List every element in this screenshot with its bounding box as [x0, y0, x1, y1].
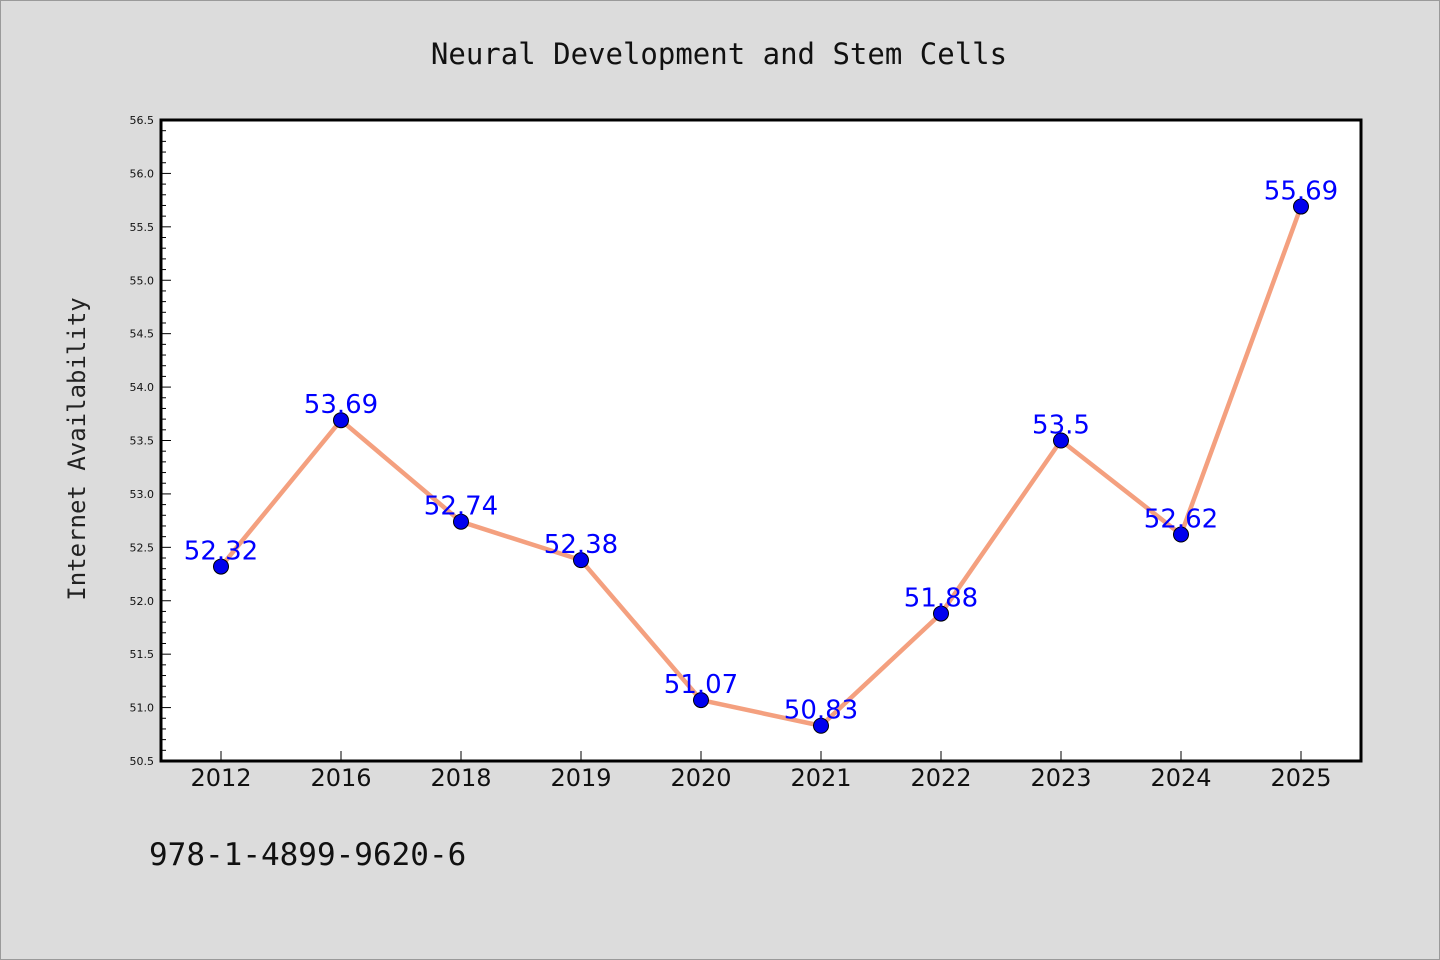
data-label: 52.32 [184, 537, 258, 567]
x-tick-label: 2019 [550, 764, 611, 792]
data-label: 51.88 [904, 584, 978, 614]
y-tick-label: 54.5 [130, 328, 155, 341]
y-tick-label: 53.0 [130, 488, 155, 501]
x-tick-label: 2024 [1150, 764, 1211, 792]
y-tick-label: 55.5 [130, 221, 155, 234]
y-tick-label: 50.5 [130, 755, 155, 768]
x-tick-label: 2012 [190, 764, 251, 792]
data-labels: 52.32 53.69 52.74 52.38 51.07 50.83 51.88 53.5 5… [184, 177, 1338, 726]
y-axis-label: Internet Availability [63, 297, 91, 600]
data-label: 52.38 [544, 530, 618, 560]
plot-frame [159, 118, 1363, 763]
data-markers [213, 198, 1309, 734]
y-tick-label: 51.5 [130, 648, 155, 661]
y-tick-label: 52.5 [130, 541, 155, 554]
y-tick-label: 52.0 [130, 595, 155, 608]
data-point [693, 692, 709, 709]
isbn-footer: 978-1-4899-9620-6 [149, 837, 466, 873]
data-label: 53.5 [1032, 411, 1090, 441]
y-tick-label: 56.5 [130, 114, 155, 127]
data-label: 52.62 [1144, 505, 1218, 535]
data-label: 52.74 [424, 492, 498, 522]
data-point [573, 552, 589, 569]
y-tick-label: 51.0 [130, 702, 155, 715]
x-tick-label: 2023 [1030, 764, 1091, 792]
x-axis-ticks: 2012 2016 2018 2019 2020 2021 2022 2023 2024 2025 [190, 751, 1332, 792]
x-tick-label: 2020 [670, 764, 731, 792]
data-point [453, 513, 469, 530]
data-point [333, 412, 349, 429]
y-tick-label: 53.5 [130, 435, 155, 448]
chart-title: Neural Development and Stem Cells [431, 37, 1007, 71]
y-tick-label: 56.0 [130, 167, 155, 180]
x-tick-label: 2022 [910, 764, 971, 792]
y-tick-label: 54.0 [130, 381, 155, 394]
data-label: 55.69 [1264, 177, 1338, 207]
y-axis-ticks: 50.5 51.0 51.5 52.0 52.5 53.0 53.5 54.0 54.5 55.0… [130, 114, 171, 768]
data-label: 50.83 [784, 696, 858, 726]
data-label: 53.69 [304, 390, 378, 420]
x-tick-label: 2021 [790, 764, 851, 792]
plot-area [161, 120, 1361, 761]
x-tick-label: 2025 [1270, 764, 1331, 792]
series-line [218, 204, 1304, 728]
data-point [1293, 198, 1309, 215]
data-label: 51.07 [664, 670, 738, 700]
x-tick-label: 2018 [430, 764, 491, 792]
data-point [1173, 526, 1189, 543]
y-tick-label: 55.0 [130, 274, 155, 287]
data-point [933, 605, 949, 622]
data-point [813, 717, 829, 734]
data-point [213, 558, 229, 575]
x-tick-label: 2016 [310, 764, 371, 792]
data-point [1053, 432, 1069, 449]
